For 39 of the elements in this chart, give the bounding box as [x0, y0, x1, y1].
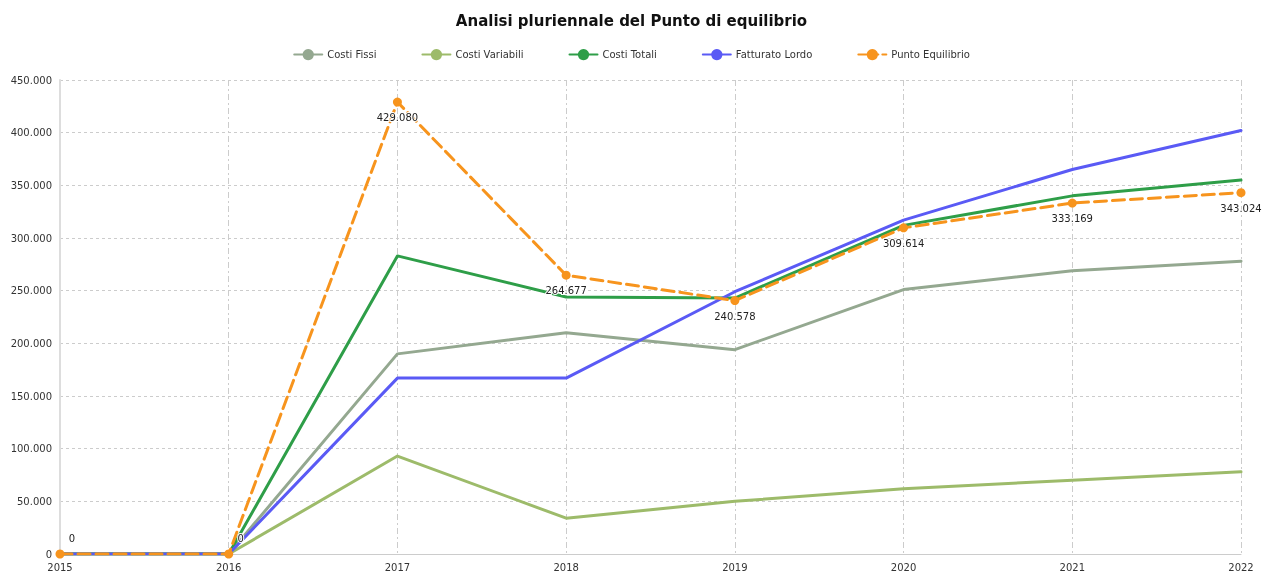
- point: [730, 296, 740, 306]
- legend-label: Costi Variabili: [455, 49, 524, 61]
- x-tick-label: 2020: [890, 561, 917, 573]
- y-tick-label: 200.000: [10, 337, 52, 349]
- y-tick-label: 150.000: [10, 390, 52, 402]
- y-tick-label: 100.000: [10, 443, 52, 455]
- legend-label: Fatturato Lordo: [735, 49, 813, 61]
- x-tick-label: 2021: [1059, 561, 1086, 573]
- point: [899, 223, 909, 233]
- x-tick-label: 2022: [1228, 561, 1254, 573]
- y-tick-label: 450.000: [10, 74, 52, 86]
- data-label: 309.614: [882, 237, 925, 249]
- y-tick-label: 50.000: [17, 495, 52, 507]
- y-tick-label: 0: [45, 548, 52, 560]
- point: [392, 97, 402, 107]
- y-tick-label: 300.000: [10, 232, 52, 244]
- legend-label: Punto Equilibrio: [891, 49, 970, 61]
- x-tick-label: 2016: [215, 561, 242, 573]
- x-tick-label: 2018: [553, 561, 579, 573]
- x-tick-label: 2019: [722, 561, 748, 573]
- point: [1236, 188, 1246, 198]
- legend-label: Costi Fissi: [327, 49, 377, 61]
- point: [561, 270, 571, 280]
- y-tick-label: 350.000: [10, 179, 52, 191]
- data-label: 0: [237, 533, 244, 544]
- chart-title: Analisi pluriennale del Punto di equilibrio: [455, 11, 808, 30]
- data-label: 0: [68, 533, 76, 544]
- data-label: 333.169: [1051, 213, 1093, 225]
- y-tick-label: 400.000: [10, 127, 52, 139]
- x-tick-label: 2015: [47, 561, 73, 573]
- data-label: 343.024: [1220, 202, 1262, 214]
- x-tick-label: 2017: [384, 561, 411, 573]
- data-label: 264.677: [545, 285, 587, 297]
- point: [224, 549, 234, 559]
- point: [1067, 198, 1077, 208]
- point: [55, 549, 65, 559]
- legend-label: Costi Totali: [602, 49, 657, 61]
- y-tick-label: 250.000: [10, 285, 52, 297]
- data-label: 240.578: [714, 310, 756, 322]
